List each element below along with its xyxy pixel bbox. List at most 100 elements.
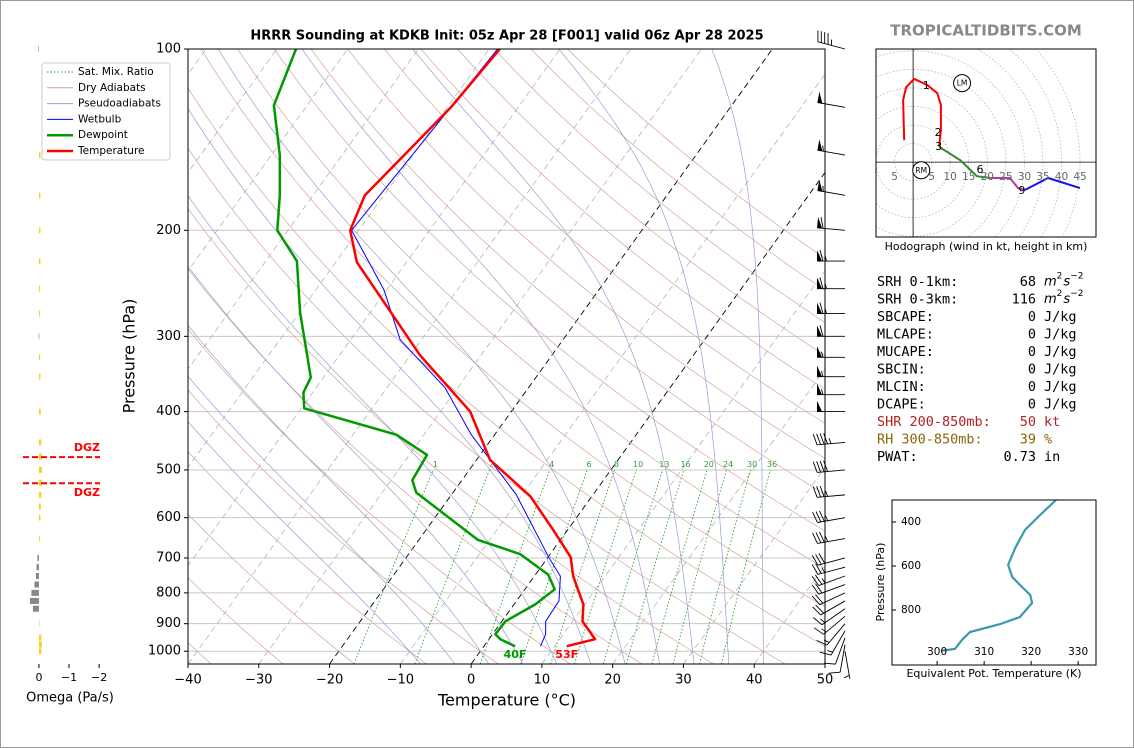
stat-label: SHR 200-850mb: xyxy=(877,414,991,430)
barb-feather xyxy=(815,604,825,614)
omega-bar xyxy=(38,634,42,641)
barb-staff xyxy=(817,102,846,108)
wind-barb xyxy=(817,383,845,396)
mixing-ratio-line xyxy=(520,469,588,664)
legend-label: Dry Adiabats xyxy=(78,82,146,94)
hodograph-trace xyxy=(938,145,991,179)
thetae-y-tick-label: 800 xyxy=(901,604,921,616)
stat-value: 39 xyxy=(1020,432,1036,448)
wind-barb xyxy=(812,600,846,616)
stat-label: MLCIN: xyxy=(877,379,926,395)
height-label: 9 xyxy=(1018,184,1025,197)
mixing-ratio-label: 16 xyxy=(680,460,690,469)
barb-staff xyxy=(821,608,846,626)
x-axis-label: Temperature (°C) xyxy=(437,691,576,710)
isotherm xyxy=(400,73,825,664)
stat-value: 50 xyxy=(1020,414,1036,430)
barb-flag xyxy=(817,216,823,229)
wind-barb xyxy=(817,277,845,290)
storm-motion-marker xyxy=(912,161,931,180)
hodograph-trace xyxy=(1024,176,1081,191)
barb-staff xyxy=(818,575,846,586)
thetae-x-label: Equivalent Pot. Temperature (K) xyxy=(906,667,1081,680)
omega-bar xyxy=(38,620,40,627)
hodograph-tick-label: 45 xyxy=(1073,171,1086,183)
thetae-x-tick-label: 330 xyxy=(1068,646,1088,658)
thetae-x-tick-label: 300 xyxy=(927,646,947,658)
barb-staff xyxy=(817,517,846,523)
isotherm xyxy=(188,49,632,664)
pseudoadiabat-line xyxy=(217,49,626,664)
omega-bar xyxy=(38,354,41,361)
omega-bar xyxy=(38,285,41,292)
barb-feather xyxy=(818,553,826,564)
x-tick-label: −10 xyxy=(387,673,414,688)
barb-feather xyxy=(811,584,820,595)
barb-staff xyxy=(830,630,846,656)
stat-value: 0 xyxy=(1028,344,1036,360)
hodograph-plot xyxy=(876,49,1096,237)
barb-feather xyxy=(816,486,822,498)
hodograph-tick-label: 20 xyxy=(981,171,994,183)
mixing-ratio-line xyxy=(625,469,685,664)
x-tick-label: 30 xyxy=(675,673,692,688)
profile-line xyxy=(348,49,597,648)
omega-x-tick-label: 0 xyxy=(35,671,42,684)
wind-barb xyxy=(817,91,846,108)
hodograph-caption: Hodograph (wind in kt, height in km) xyxy=(885,240,1088,253)
barb-flag xyxy=(817,400,822,412)
legend-label: Pseudoadiabats xyxy=(78,98,161,110)
dry-adiabat-line xyxy=(457,49,825,356)
barb-staff xyxy=(817,190,846,196)
storm-motion-label: LM xyxy=(957,79,968,88)
wind-barb xyxy=(811,553,846,566)
storm-motion-label: RM xyxy=(915,166,927,175)
barb-half xyxy=(821,578,826,584)
pseudoadiabat-line xyxy=(188,265,524,664)
dry-adiabat-line xyxy=(200,49,825,608)
mixing-ratio-line xyxy=(574,469,637,664)
stat-unit-sup: 2 xyxy=(1057,289,1063,299)
mixing-ratio-label: 24 xyxy=(723,460,733,469)
plot-frame xyxy=(187,48,826,665)
dry-adiabat-line xyxy=(493,49,825,324)
stat-unit: J/kg xyxy=(1044,379,1077,395)
dry-adiabat-line xyxy=(530,49,825,291)
dry-adiabat-line xyxy=(188,513,355,664)
barb-feather xyxy=(824,662,836,665)
barb-half xyxy=(821,567,826,573)
legend-label: Sat. Mix. Ratio xyxy=(78,66,154,78)
skewt-plot: 1 2 4 6 8 10 13 16 20 24 30 36 xyxy=(188,49,825,664)
height-label: 2 xyxy=(935,126,942,139)
pseudoadiabat-line xyxy=(188,375,456,664)
barb-staff xyxy=(817,566,846,575)
barb-feather xyxy=(819,651,832,656)
omega-bar xyxy=(38,514,41,521)
pseudoadiabat-line xyxy=(188,195,558,664)
dry-adiabat-line xyxy=(188,328,571,664)
barb-flag xyxy=(817,139,823,152)
stat-unit: m xyxy=(1044,292,1057,307)
legend-box xyxy=(41,62,171,161)
barb-flag xyxy=(817,277,822,289)
wind-barb xyxy=(824,637,846,665)
barb-staff xyxy=(817,469,846,473)
mixing-ratio-label: 36 xyxy=(767,460,777,469)
stat-unit-sup: 2 xyxy=(1057,272,1063,282)
omega-bar xyxy=(38,258,41,265)
barb-feather xyxy=(815,583,823,594)
barb-feather xyxy=(823,460,828,472)
hodograph-tick-label: 25 xyxy=(999,171,1012,183)
barb-feather xyxy=(819,485,825,497)
barb-staff xyxy=(817,557,846,566)
chart-title: HRRR Sounding at KDKB Init: 05z Apr 28 [… xyxy=(250,29,763,44)
barb-staff xyxy=(844,651,851,679)
barb-feather xyxy=(819,325,824,337)
omega-bar xyxy=(29,597,39,604)
omega-bar xyxy=(38,192,41,199)
barb-feather xyxy=(811,555,819,566)
barb-half xyxy=(843,674,850,679)
mixing-ratio-label: 2 xyxy=(489,460,494,469)
wind-barb xyxy=(817,346,845,358)
